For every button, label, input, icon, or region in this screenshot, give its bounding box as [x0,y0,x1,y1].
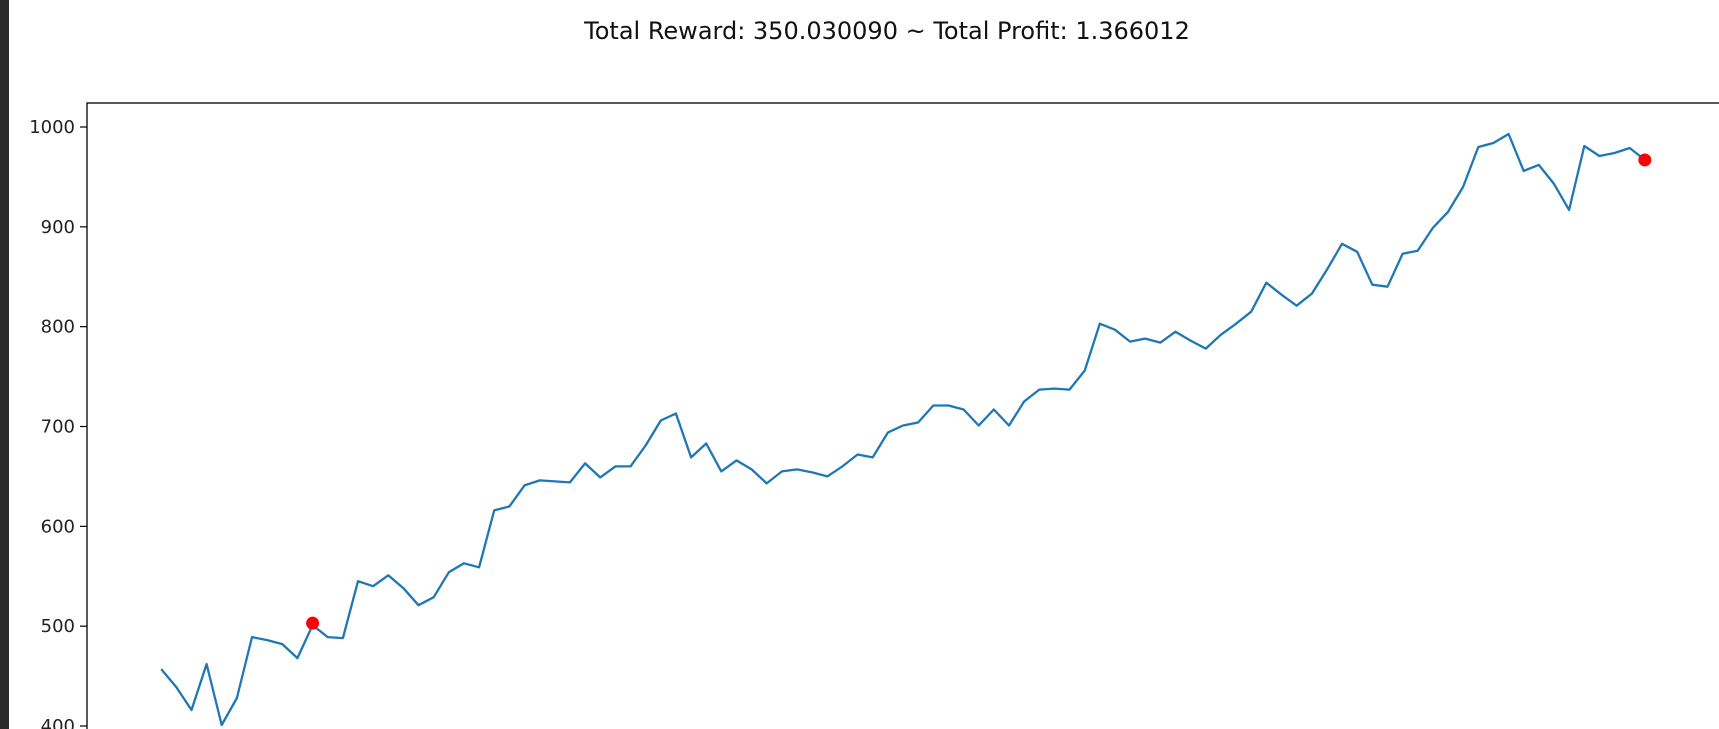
marker-point [306,616,320,630]
axes-box [86,102,1719,729]
chart-title: Total Reward: 350.030090 ~ Total Profit:… [583,17,1190,45]
series-group [160,132,1646,727]
y-tick-label: 500 [41,616,75,637]
plot-frame: Total Reward: 350.030090 ~ Total Profit:… [9,0,1719,729]
y-tick-label: 900 [41,217,75,238]
y-axis: 400 500 600 700 800 900 1000 [29,117,87,729]
marker-point [1638,153,1652,167]
y-tick-label: 700 [41,417,75,438]
line-chart: Total Reward: 350.030090 ~ Total Profit:… [29,17,1719,729]
y-tick-label: 1000 [29,117,75,138]
y-tick-label: 800 [41,317,75,338]
marker-group [306,153,1652,630]
series-line [160,132,1646,727]
y-tick-label: 400 [41,716,75,729]
y-tick-label: 600 [41,516,75,537]
